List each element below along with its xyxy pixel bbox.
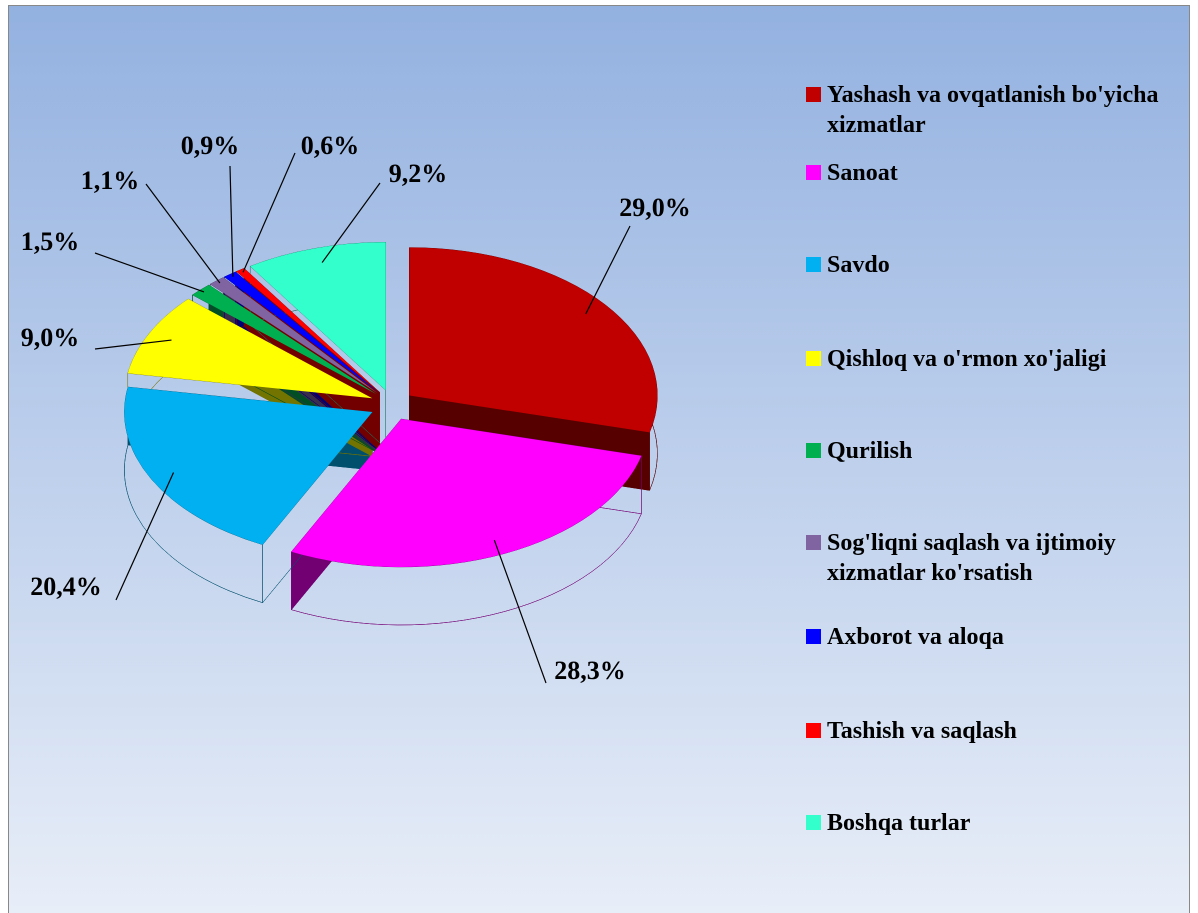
legend-item: Sanoat bbox=[806, 158, 1189, 188]
legend-swatch bbox=[806, 723, 821, 738]
slice bbox=[409, 247, 658, 433]
legend-swatch bbox=[806, 87, 821, 102]
data-label: 1,5% bbox=[21, 227, 80, 256]
slice bbox=[291, 418, 642, 567]
legend-item: Tashish va saqlash bbox=[806, 716, 1189, 746]
legend-item: Qurilish bbox=[806, 436, 1189, 466]
legend-item: Sog'liqni saqlash va ijtimoiy xizmatlar … bbox=[806, 528, 1189, 588]
leader-line bbox=[585, 225, 631, 315]
legend-swatch bbox=[806, 443, 821, 458]
data-label: 0,6% bbox=[301, 131, 360, 160]
data-label: 1,1% bbox=[81, 166, 140, 195]
leader-line bbox=[145, 183, 221, 284]
slice bbox=[210, 277, 378, 394]
slice bbox=[250, 242, 386, 391]
legend-label: Boshqa turlar bbox=[827, 810, 971, 836]
data-label: 20,4% bbox=[30, 572, 102, 601]
legend-swatch bbox=[806, 535, 821, 550]
legend-swatch bbox=[806, 165, 821, 180]
slice bbox=[127, 299, 373, 399]
legend-item: Boshqa turlar bbox=[806, 808, 1189, 838]
data-label: 28,3% bbox=[554, 656, 626, 685]
legend-item: Savdo bbox=[806, 250, 1189, 280]
leader-line bbox=[229, 165, 234, 277]
legend-item: Qishloq va o'rmon xo'jaligi bbox=[806, 344, 1189, 374]
slice bbox=[236, 268, 380, 393]
pie bbox=[124, 241, 658, 626]
leader-line bbox=[115, 472, 175, 601]
leader-line bbox=[94, 339, 172, 350]
slice bbox=[224, 271, 379, 393]
legend-label: Savdo bbox=[827, 252, 890, 278]
data-label: 9,2% bbox=[389, 159, 448, 188]
data-label: 0,9% bbox=[181, 131, 240, 160]
leader-line bbox=[242, 152, 296, 273]
legend-item: Yashash va ovqatlanish bo'yicha xizmatla… bbox=[806, 80, 1189, 140]
legend-swatch bbox=[806, 815, 821, 830]
data-label: 9,0% bbox=[21, 323, 80, 352]
leader-line bbox=[94, 252, 205, 293]
legend-swatch bbox=[806, 257, 821, 272]
legend-label: Sanoat bbox=[827, 160, 898, 186]
leader-line bbox=[321, 182, 381, 263]
leader-line bbox=[493, 539, 547, 684]
slice bbox=[192, 284, 377, 395]
legend-label: Tashish va saqlash bbox=[827, 718, 1017, 744]
legend-item: Axborot va aloqa bbox=[806, 622, 1189, 652]
legend-swatch bbox=[806, 351, 821, 366]
legend-label: Qurilish bbox=[827, 438, 913, 464]
slice bbox=[124, 387, 373, 545]
legend-label: Sog'liqni saqlash va ijtimoiy xizmatlar … bbox=[827, 530, 1116, 586]
legend-label: Qishloq va o'rmon xo'jaligi bbox=[827, 346, 1107, 372]
legend-label: Yashash va ovqatlanish bo'yicha xizmatla… bbox=[827, 82, 1159, 138]
legend-swatch bbox=[806, 629, 821, 644]
legend-label: Axborot va aloqa bbox=[827, 624, 1004, 650]
data-label: 29,0% bbox=[619, 193, 691, 222]
